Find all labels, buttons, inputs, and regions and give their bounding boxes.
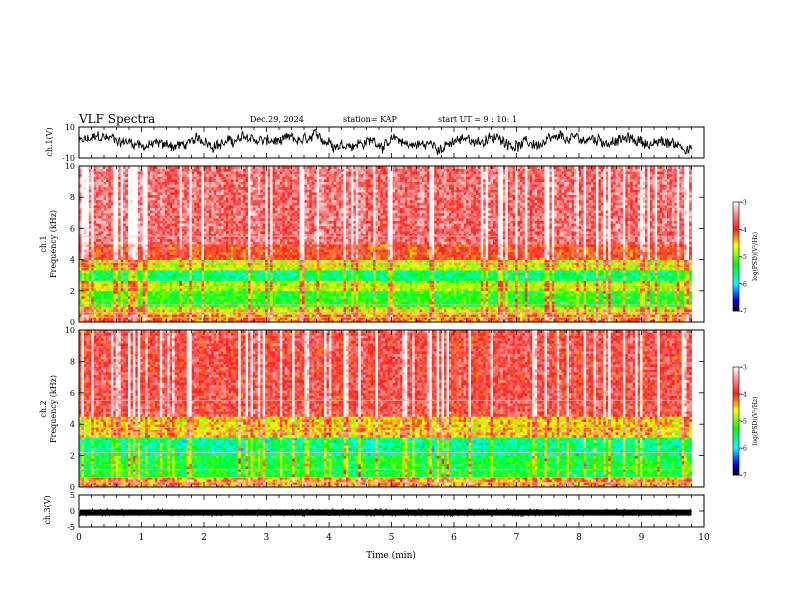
colorbar-tick-label: -3 [741,200,747,207]
ch1-spectrogram-ylabel-freq: Frequency (kHz) [49,210,58,278]
colorbar-tick-label: -4 [741,227,747,234]
x-axis-label: Time (min) [366,550,416,561]
ch1-waveform-ytick-label: 10 [65,123,75,132]
x-tick-label: 10 [698,533,710,543]
colorbar-tick-label: -7 [741,473,747,480]
ch1-spectrogram-ytick-label: 8 [70,193,75,202]
x-tick-label: 8 [576,533,582,543]
ch1-spectrogram-ylabel-channel: ch.1 [39,235,48,252]
x-tick-label: 5 [389,533,395,543]
start-time-label: start UT = 9 : 10: 1 [438,115,517,124]
ch2-spectrogram-ytick-label: 8 [70,357,75,366]
ch1-waveform-ytick-label: -10 [62,154,75,163]
ch1-spectrogram-ytick-label: 0 [70,318,75,327]
ch1-spectrogram-cells [79,166,692,323]
ch2-spectrogram-ylabel-channel: ch.2 [39,400,48,417]
ch2-spectrogram-ytick-label: 2 [70,452,75,461]
ch1-spectrogram-ytick-label: 4 [70,256,75,265]
ch1-waveform-panel: 10 -10 [62,123,705,163]
ch3-waveform-line [80,509,692,516]
station-label: station= KAP [343,115,398,124]
figure-title: VLF Spectra [78,112,155,126]
x-tick-label: 6 [451,533,457,543]
ch3-ylabel: ch.3(V) [43,495,52,524]
ch1-waveform-line [78,128,692,156]
ch1-spectrogram-ytick-label: 6 [70,224,75,233]
colorbar-tick-label: -7 [741,309,747,316]
ch1-ylabel: ch.1(V) [45,127,54,156]
x-tick-label: 9 [639,533,645,543]
colorbar-tick-label: -6 [741,446,747,453]
colorbar-label: log(PSD)(V²/Hz) [752,232,759,281]
ch3-waveform-ytick-label: -5 [67,523,75,532]
ch2-spectrogram-ytick-label: 0 [70,483,75,492]
ch1-colorbar: -3 -4 -5 -6 -7 log(PSD)(V²/Hz) [732,200,759,316]
ch3-waveform-panel: 50-50 1 2 3 4 5 6 7 8 9 10 [67,491,710,543]
x-tick-label: 3 [264,533,270,543]
ch2-spectrogram-ytick-label: 10 [65,326,75,335]
colorbar-tick-label: -5 [741,254,747,261]
ch2-spectrogram-ylabel-freq: Frequency (kHz) [49,375,58,443]
x-tick-label: 4 [326,533,332,543]
ch3-waveform-ytick-label: 5 [70,491,75,500]
ch2-spectrogram-ytick-label: 4 [70,420,75,429]
colorbar-label: log(PSD)(V²/Hz) [752,397,759,446]
x-tick-label: 0 [76,533,82,543]
x-tick-label: 7 [514,533,520,543]
x-tick-label: 1 [139,533,145,543]
ch2-colorbar: -3 -4 -5 -6 -7 log(PSD)(V²/Hz) [732,365,759,480]
colorbar-tick-label: -6 [741,281,747,288]
ch2-spectrogram-cells [79,330,692,488]
ch1-spectrogram-ytick-label: 2 [70,287,75,296]
ch3-waveform-ytick-label: 0 [70,507,75,516]
ch1-spectrogram-ytick-label: 10 [65,162,75,171]
colorbar-tick-label: -4 [741,392,747,399]
ch2-spectrogram-panel: 0 2 4 6 8 10 [65,326,705,492]
ch2-spectrogram-ytick-label: 6 [70,389,75,398]
date-label: Dec.29, 2024 [250,115,304,124]
colorbar-tick-label: -3 [741,365,747,372]
ch1-spectrogram-panel: 0 2 4 6 8 10 [65,162,705,327]
colorbar-tick-label: -5 [741,419,747,426]
x-tick-label: 2 [201,533,207,543]
